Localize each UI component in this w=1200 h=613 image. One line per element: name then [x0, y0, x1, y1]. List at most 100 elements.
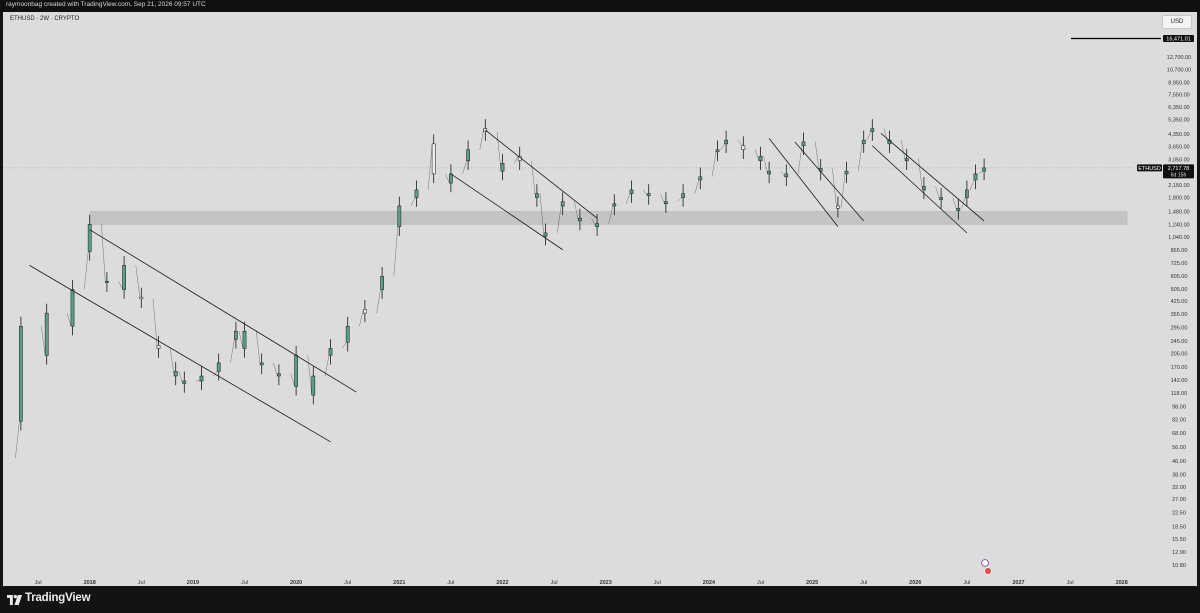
- candle-up[interactable]: [767, 170, 771, 175]
- candle-up[interactable]: [311, 375, 316, 396]
- channel-line[interactable]: [768, 138, 839, 227]
- price-path-segment: [720, 143, 725, 150]
- currency-button[interactable]: USD: [1162, 15, 1192, 29]
- price-path-segment: [307, 355, 313, 396]
- candle-up[interactable]: [466, 149, 470, 162]
- candle-up[interactable]: [380, 276, 384, 290]
- price-tick-label: 27.00: [1172, 497, 1186, 503]
- current-price-badge: [1163, 164, 1194, 179]
- price-path-segment: [763, 156, 768, 174]
- candle-up[interactable]: [259, 362, 264, 366]
- candle-up[interactable]: [277, 373, 281, 377]
- price-path-segment: [814, 141, 820, 172]
- candle-up[interactable]: [758, 155, 763, 162]
- candle-up[interactable]: [939, 197, 943, 200]
- price-tick-label: 1,800.00: [1168, 196, 1189, 202]
- candle-up[interactable]: [414, 189, 419, 198]
- candle-up[interactable]: [105, 281, 109, 283]
- candle-up[interactable]: [698, 176, 703, 181]
- candle-up[interactable]: [397, 205, 402, 227]
- candle-up[interactable]: [646, 193, 651, 196]
- price-path-segment: [531, 160, 536, 198]
- channel-line[interactable]: [89, 229, 357, 393]
- channel-line[interactable]: [29, 265, 331, 443]
- candle-up[interactable]: [629, 189, 634, 194]
- candle-up[interactable]: [328, 348, 333, 356]
- candle-down[interactable]: [139, 296, 144, 299]
- candle-up[interactable]: [216, 362, 221, 372]
- price-tick-label: 205.00: [1171, 352, 1188, 358]
- time-tick-label: 2021: [393, 580, 405, 586]
- price-tick-label: 56.00: [1172, 445, 1186, 451]
- candle-up[interactable]: [612, 203, 617, 207]
- candle-up[interactable]: [870, 128, 875, 132]
- candle-up[interactable]: [122, 265, 126, 290]
- candle-up[interactable]: [449, 173, 453, 184]
- event-marker-icon[interactable]: [984, 567, 992, 575]
- candle-up[interactable]: [242, 330, 247, 349]
- price-path-segment: [152, 298, 158, 346]
- candle-down[interactable]: [836, 205, 840, 209]
- price-tick-label: 170.00: [1171, 365, 1188, 371]
- candle-up[interactable]: [44, 312, 49, 356]
- candle-up[interactable]: [500, 163, 505, 172]
- price-tick-label: 98.00: [1172, 405, 1186, 411]
- candle-up[interactable]: [904, 158, 909, 162]
- candle-up[interactable]: [801, 141, 806, 147]
- candle-up[interactable]: [922, 186, 926, 191]
- channel-line[interactable]: [794, 141, 865, 222]
- candle-up[interactable]: [965, 189, 969, 198]
- candle-down[interactable]: [363, 308, 367, 314]
- price-tick-label: 3,650.00: [1168, 145, 1189, 151]
- candle-up[interactable]: [861, 139, 866, 145]
- candle-up[interactable]: [595, 223, 599, 227]
- price-path-segment: [376, 289, 381, 314]
- price-path-segment: [324, 355, 330, 377]
- candle-up[interactable]: [294, 355, 298, 387]
- channel-line[interactable]: [485, 129, 598, 219]
- event-marker-icon[interactable]: [981, 559, 989, 567]
- candle-down[interactable]: [431, 143, 436, 175]
- candle-up[interactable]: [182, 380, 187, 384]
- candle-up[interactable]: [973, 173, 978, 181]
- candle-up[interactable]: [535, 193, 539, 198]
- candle-up[interactable]: [543, 232, 548, 237]
- channel-line[interactable]: [872, 145, 968, 234]
- current-price-label: 2,717.78: [1168, 166, 1189, 172]
- price-path-segment: [66, 313, 72, 327]
- channel-line[interactable]: [880, 133, 985, 222]
- candle-up[interactable]: [345, 325, 350, 343]
- candle-up[interactable]: [681, 193, 685, 198]
- candle-up[interactable]: [578, 217, 582, 222]
- price-path-segment: [255, 331, 261, 365]
- price-path-segment: [608, 205, 614, 224]
- candle-down[interactable]: [156, 345, 161, 349]
- price-path-segment: [169, 348, 175, 377]
- candle-up[interactable]: [560, 201, 565, 207]
- price-path-segment: [496, 131, 502, 172]
- candle-up[interactable]: [234, 330, 238, 340]
- time-tick-label: Jul: [654, 580, 661, 586]
- candle-down[interactable]: [741, 145, 746, 151]
- price-tick-label: 10.80: [1172, 563, 1186, 569]
- candle-up[interactable]: [87, 224, 92, 252]
- candle-up[interactable]: [173, 371, 178, 377]
- price-chart[interactable]: 12,700.00 10,700.00 8,950.00 7,550.00 6,350.…: [3, 12, 1197, 586]
- candle-up[interactable]: [199, 375, 204, 382]
- candle-up[interactable]: [724, 139, 728, 145]
- candle-up[interactable]: [844, 170, 849, 175]
- time-tick-label: 2025: [806, 580, 818, 586]
- price-path-segment: [230, 339, 235, 363]
- channel-line[interactable]: [450, 173, 563, 251]
- candle-up[interactable]: [784, 173, 789, 178]
- chart-area[interactable]: 12,700.00 10,700.00 8,950.00 7,550.00 6,350.…: [3, 12, 1197, 586]
- candle-up[interactable]: [715, 149, 720, 153]
- time-tick-label: Jul: [35, 580, 42, 586]
- candle-up[interactable]: [70, 289, 75, 327]
- price-path-segment: [556, 205, 562, 233]
- candle-up[interactable]: [956, 208, 961, 211]
- candle-up[interactable]: [19, 325, 23, 422]
- price-tick-label: 32.00: [1172, 485, 1186, 491]
- candle-up[interactable]: [982, 167, 986, 172]
- candle-up[interactable]: [664, 201, 668, 205]
